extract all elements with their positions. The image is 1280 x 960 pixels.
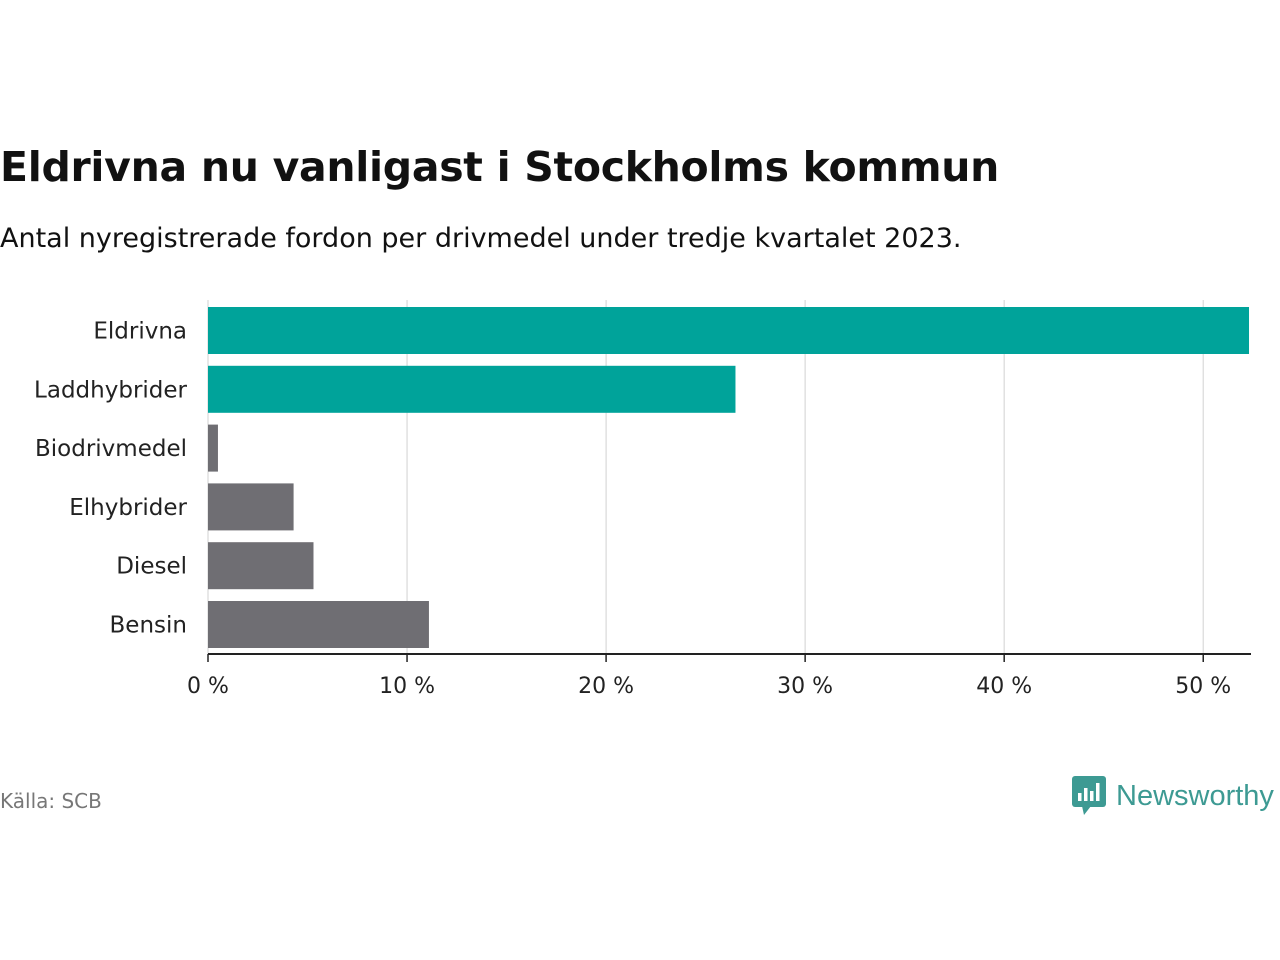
bar-biodrivmedel	[208, 424, 218, 472]
category-label-elhybrider: Elhybrider	[69, 495, 187, 521]
bar-laddhybrider	[208, 365, 736, 413]
x-tick-label-20: 20 %	[578, 674, 634, 699]
category-label-biodrivmedel: Biodrivmedel	[35, 436, 187, 462]
category-label-diesel: Diesel	[116, 554, 187, 580]
brand-name: Newsworthy	[1116, 779, 1274, 812]
brand-logo: Newsworthy	[1072, 776, 1274, 816]
bars	[208, 307, 1250, 648]
category-labels: Eldrivna Laddhybrider Biodrivmedel Elhybrid…	[34, 319, 187, 639]
chart-title: Eldrivna nu vanligast i Stockholms kommu…	[0, 143, 1000, 191]
x-tick-label-40: 40 %	[976, 674, 1032, 699]
x-tick-label-0: 0 %	[187, 674, 229, 699]
gridlines	[207, 300, 1204, 654]
newsworthy-logo-icon	[1072, 776, 1106, 815]
bar-diesel	[208, 542, 314, 590]
chart-subtitle: Antal nyregistrerade fordon per drivmede…	[0, 223, 962, 254]
bar-bensin	[208, 601, 429, 648]
category-label-bensin: Bensin	[110, 613, 187, 639]
category-label-laddhybrider: Laddhybrider	[34, 377, 187, 403]
x-tick-label-50: 50 %	[1175, 674, 1231, 699]
bar-eldrivna	[208, 307, 1250, 354]
x-axis: 0 % 10 % 20 % 30 % 40 % 50 %	[187, 653, 1251, 699]
source-note: Källa: SCB	[0, 789, 102, 813]
category-label-eldrivna: Eldrivna	[93, 319, 187, 345]
x-tick-label-30: 30 %	[777, 674, 833, 699]
x-tick-label-10: 10 %	[379, 674, 435, 699]
bar-elhybrider	[208, 483, 294, 531]
